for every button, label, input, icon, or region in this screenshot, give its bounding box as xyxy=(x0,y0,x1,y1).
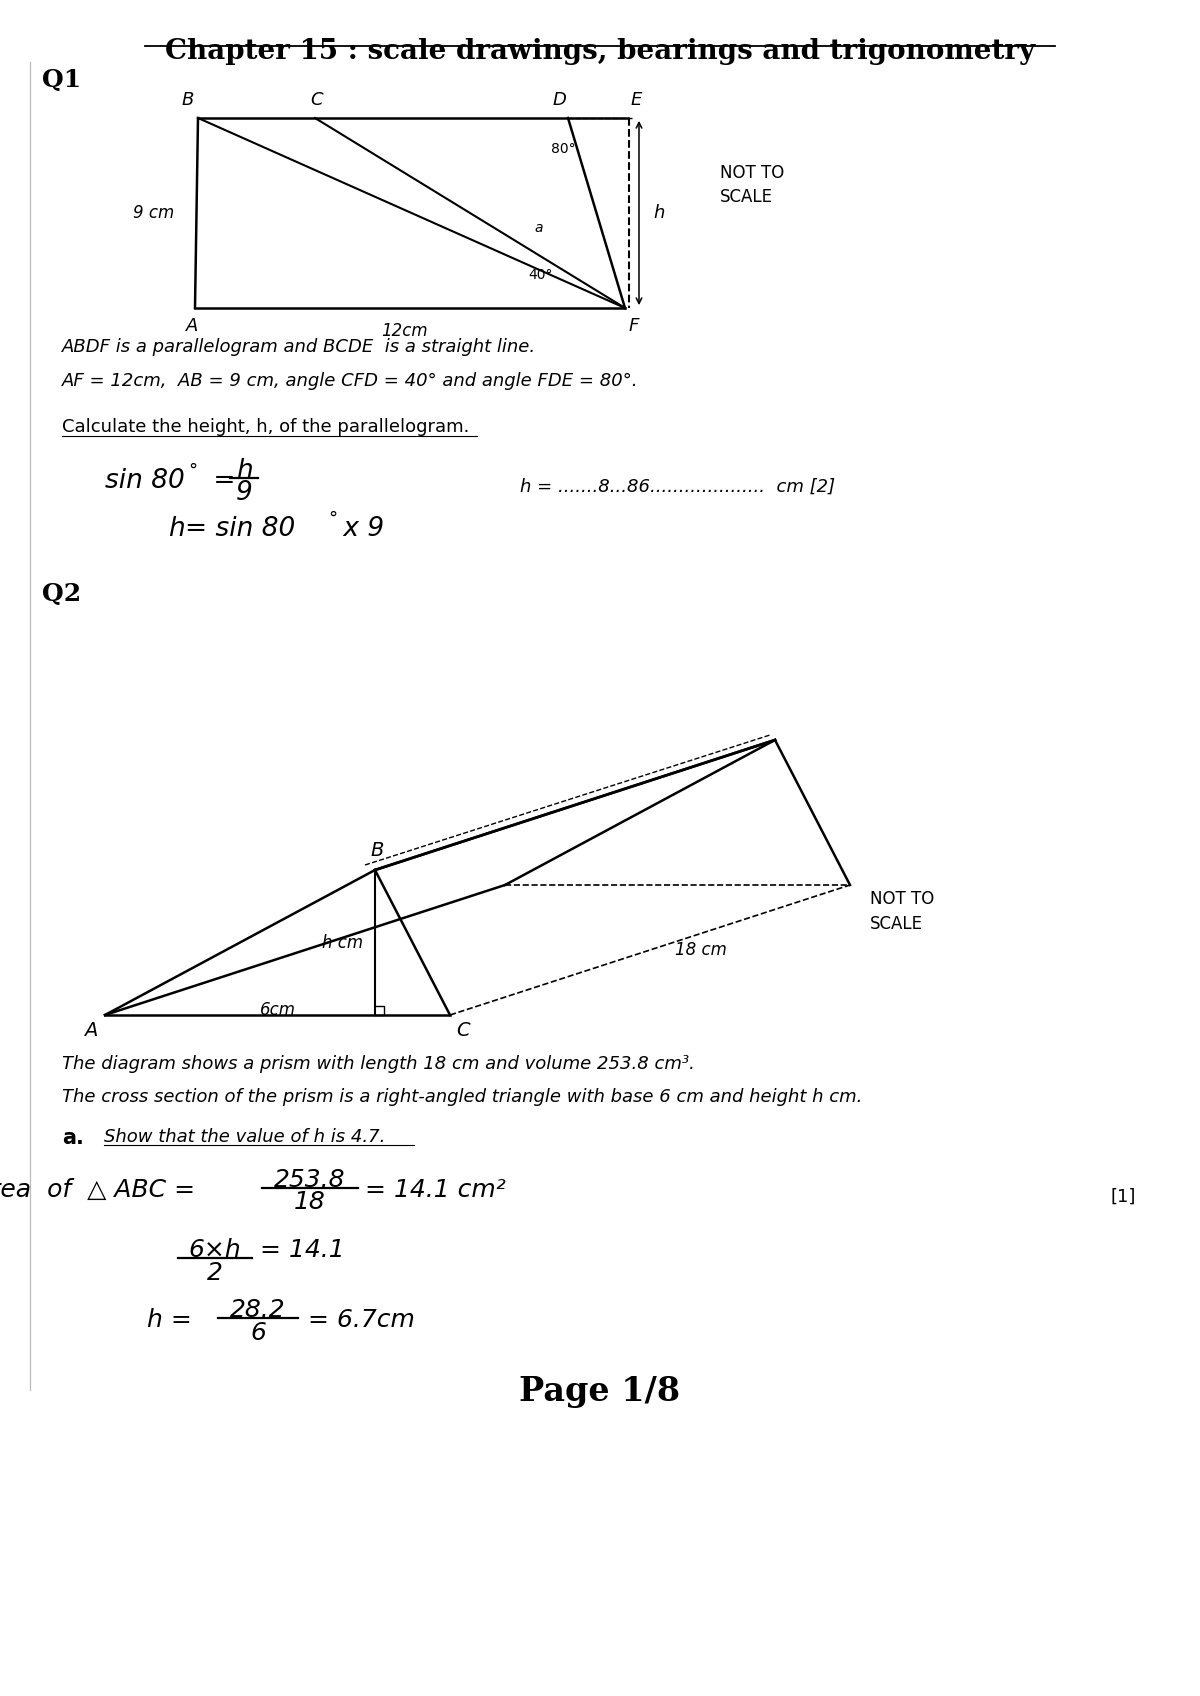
Text: NOT TO
SCALE: NOT TO SCALE xyxy=(720,163,785,207)
Text: °: ° xyxy=(188,461,197,480)
Text: h cm: h cm xyxy=(322,933,364,951)
Text: 9: 9 xyxy=(235,480,252,505)
Text: h = .......8...86....................  cm [2]: h = .......8...86.................... cm… xyxy=(520,478,835,495)
Text: sin 80: sin 80 xyxy=(106,468,185,494)
Text: A: A xyxy=(186,317,198,336)
Text: h =: h = xyxy=(148,1308,192,1331)
Text: Calculate the height, h, of the parallelogram.: Calculate the height, h, of the parallel… xyxy=(62,417,469,436)
Text: 6×h: 6×h xyxy=(188,1238,241,1262)
Text: E: E xyxy=(631,92,642,109)
Text: h: h xyxy=(235,458,252,483)
Text: = 14.1: = 14.1 xyxy=(260,1238,344,1262)
Text: D: D xyxy=(552,92,566,109)
Text: a.: a. xyxy=(62,1128,84,1148)
Text: A: A xyxy=(84,1021,97,1040)
Text: Q1: Q1 xyxy=(42,68,82,92)
Text: Area  of  △ ABC =: Area of △ ABC = xyxy=(0,1179,194,1202)
Text: NOT TO
SCALE: NOT TO SCALE xyxy=(870,890,935,933)
Text: h: h xyxy=(653,204,665,222)
Text: = sin 80: = sin 80 xyxy=(185,516,295,543)
Text: The cross section of the prism is a right-angled triangle with base 6 cm and hei: The cross section of the prism is a righ… xyxy=(62,1089,863,1106)
Text: AF = 12cm,  AB = 9 cm, angle CFD = 40° and angle FDE = 80°.: AF = 12cm, AB = 9 cm, angle CFD = 40° an… xyxy=(62,371,638,390)
Text: Q2: Q2 xyxy=(42,582,82,605)
Text: C: C xyxy=(311,92,323,109)
Text: Chapter 15 : scale drawings, bearings and trigonometry: Chapter 15 : scale drawings, bearings an… xyxy=(164,37,1036,64)
Text: ABDF is a parallelogram and BCDE  is a straight line.: ABDF is a parallelogram and BCDE is a st… xyxy=(62,338,536,356)
Text: 6cm: 6cm xyxy=(259,1001,295,1019)
Text: °: ° xyxy=(328,510,337,527)
Text: 9 cm: 9 cm xyxy=(133,204,174,222)
Text: 18: 18 xyxy=(294,1191,326,1214)
Text: 40°: 40° xyxy=(528,268,552,282)
Text: x 9: x 9 xyxy=(335,516,384,543)
Text: 2: 2 xyxy=(208,1262,223,1286)
Text: Page 1/8: Page 1/8 xyxy=(520,1375,680,1408)
Text: C: C xyxy=(456,1021,469,1040)
Text: = 6.7cm: = 6.7cm xyxy=(308,1308,415,1331)
Text: h: h xyxy=(168,516,185,543)
Text: B: B xyxy=(181,92,194,109)
Text: 253.8: 253.8 xyxy=(275,1169,346,1192)
Text: a: a xyxy=(534,220,542,236)
Text: = 14.1 cm²: = 14.1 cm² xyxy=(365,1179,505,1202)
Text: F: F xyxy=(629,317,640,336)
Text: The diagram shows a prism with length 18 cm and volume 253.8 cm³.: The diagram shows a prism with length 18… xyxy=(62,1055,695,1074)
Text: 6: 6 xyxy=(250,1321,266,1345)
Text: 18 cm: 18 cm xyxy=(674,941,727,958)
Text: =: = xyxy=(205,468,244,494)
Text: 12cm: 12cm xyxy=(382,322,428,339)
Text: 80°: 80° xyxy=(551,142,576,156)
Text: 28.2: 28.2 xyxy=(230,1297,286,1321)
Text: [1]: [1] xyxy=(1110,1187,1135,1206)
Text: Show that the value of h is 4.7.: Show that the value of h is 4.7. xyxy=(104,1128,385,1146)
Text: B: B xyxy=(371,841,384,860)
